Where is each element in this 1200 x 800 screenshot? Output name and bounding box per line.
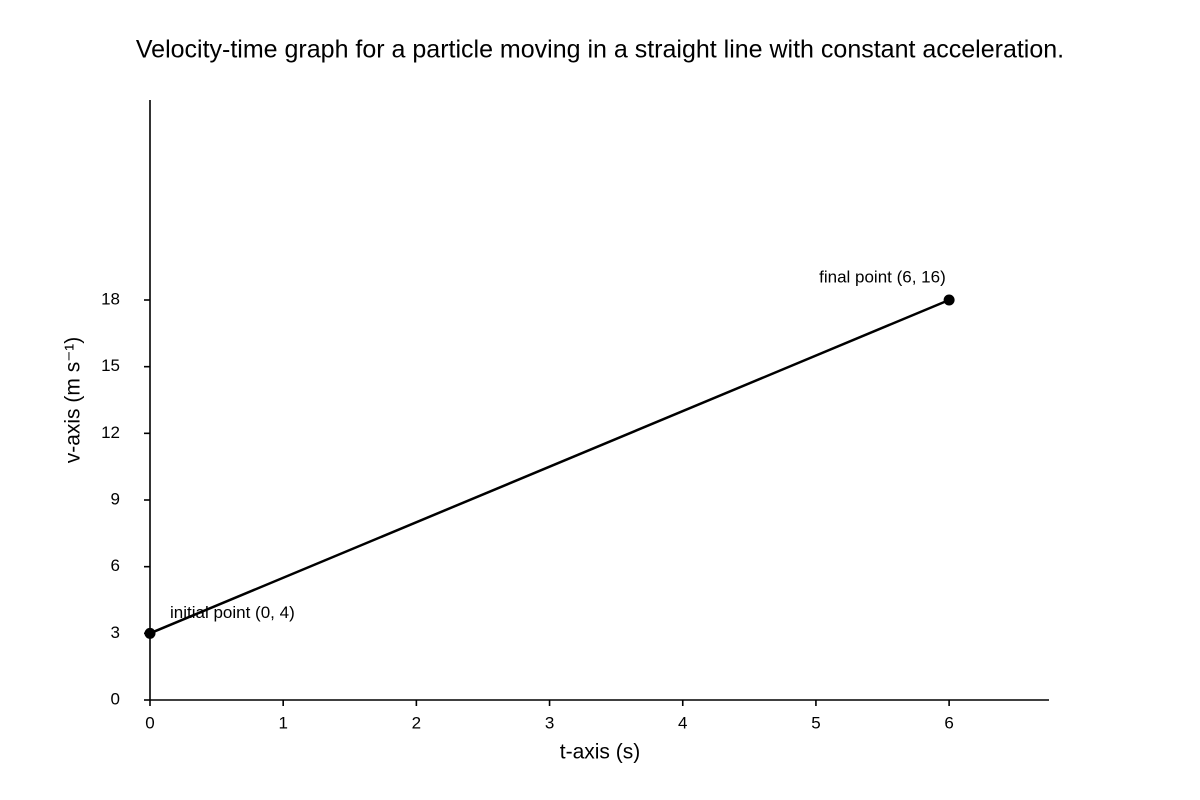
- y-tick-label: 9: [111, 489, 120, 508]
- y-tick-label: 3: [111, 623, 120, 642]
- x-tick-label: 6: [944, 713, 953, 732]
- annotation: final point (6, 16): [819, 267, 946, 286]
- x-tick-label: 0: [145, 713, 154, 732]
- line-series: [149, 298, 950, 635]
- y-axis-label: v-axis (m s⁻¹): [62, 337, 85, 464]
- y-tick-label: 18: [101, 289, 120, 308]
- x-tick-label: 1: [278, 713, 287, 732]
- y-tick-label: 12: [101, 423, 120, 442]
- y-tick-label: 15: [101, 356, 120, 375]
- y-tick-label: 0: [111, 689, 120, 708]
- x-tick-label: 4: [678, 713, 687, 732]
- annotation: initial point (0, 4): [170, 603, 295, 622]
- x-tick-label: 5: [811, 713, 820, 732]
- data-point: [144, 627, 156, 639]
- chart-title: Velocity-time graph for a particle movin…: [136, 36, 1064, 64]
- data-point: [943, 294, 955, 306]
- x-tick-label: 3: [545, 713, 554, 732]
- x-axis-label: t-axis (s): [560, 741, 641, 764]
- y-tick-label: 6: [111, 556, 120, 575]
- x-tick-label: 2: [412, 713, 421, 732]
